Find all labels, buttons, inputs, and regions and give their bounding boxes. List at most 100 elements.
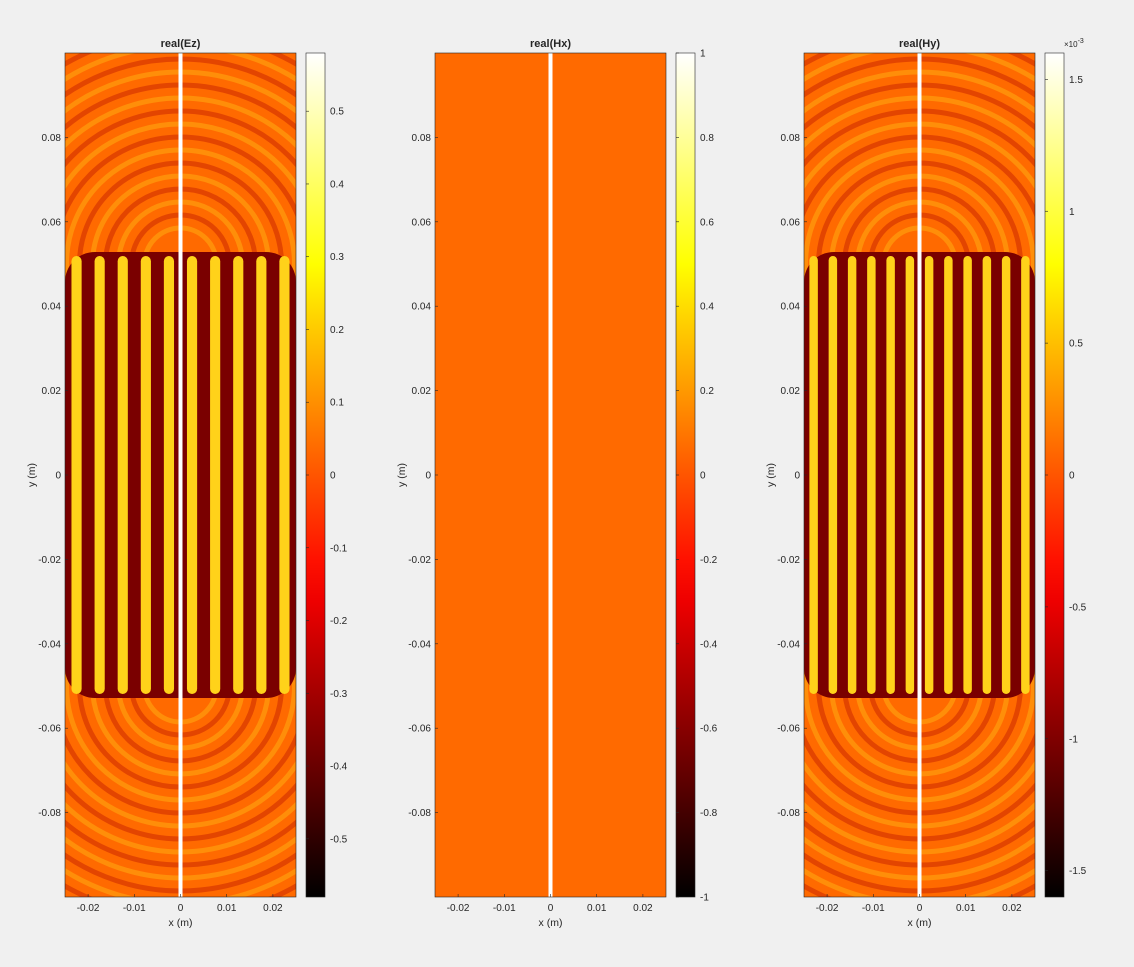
colorbar-exponent-value: -3 — [1078, 38, 1084, 45]
x-tick-label: 0 — [178, 903, 184, 914]
y-tick-label: -0.08 — [777, 808, 800, 819]
wave-band — [117, 256, 128, 694]
colorbar-tick-label: 0.6 — [700, 217, 714, 228]
y-tick-label: -0.02 — [38, 555, 61, 566]
colorbar-tick-label: 0.5 — [1069, 339, 1083, 350]
wave-band — [924, 256, 934, 694]
y-tick-label: 0.06 — [42, 217, 62, 228]
colorbar-tick-label: -0.5 — [1069, 602, 1087, 613]
colorbar-tick-label: 0.8 — [700, 133, 714, 144]
subplot-2: real(Hx) x (m) y (m) -0.02 -0.01 0 0.01 0.02 0.0… — [396, 38, 718, 929]
x-tick-label: 0.01 — [217, 903, 237, 914]
y-tick-label: 0.06 — [781, 217, 801, 228]
y-tick-label: -0.08 — [38, 808, 61, 819]
y-axis-label: y (m) — [765, 463, 777, 487]
wave-band — [1021, 256, 1030, 694]
wave-band — [71, 256, 82, 694]
heatmap-image — [804, 53, 1035, 897]
y-tick-label: 0 — [794, 471, 800, 482]
wave-band — [210, 256, 221, 694]
y-tick-label: 0.08 — [42, 133, 62, 144]
y-tick-label: 0 — [55, 471, 61, 482]
colorbar-tick-label: -1 — [700, 893, 709, 904]
wave-band — [905, 256, 915, 694]
y-tick-label: -0.02 — [777, 555, 800, 566]
y-tick-label: -0.08 — [408, 808, 431, 819]
wave-band — [256, 256, 267, 694]
wave-band — [963, 256, 972, 694]
y-tick-label: 0.08 — [412, 133, 432, 144]
wave-band — [186, 256, 198, 694]
colorbar-tick-label: 0.4 — [700, 302, 714, 313]
x-tick-label: -0.01 — [123, 903, 146, 914]
colorbar-tick-label: -0.6 — [700, 724, 718, 735]
colorbar-tick-label: 0 — [700, 471, 706, 482]
colorbar: 1 0.8 0.6 0.4 0.2 0 -0.2 -0.4 -0.6 -0.8 -1 — [675, 49, 718, 904]
y-tick-label: -0.06 — [777, 724, 800, 735]
x-axis-label: x (m) — [908, 917, 932, 929]
wave-band — [828, 256, 838, 694]
colorbar-tick-label: 0.4 — [330, 179, 344, 190]
x-tick-label: 0.02 — [633, 903, 653, 914]
colorbar-tick-label: 0.1 — [330, 398, 344, 409]
subplot-3: real(Hy) x (m) y (m) -0.02 -0.01 0 0.01 0.02 0.0… — [765, 38, 1087, 929]
colorbar-tick-label: -0.2 — [330, 616, 348, 627]
colorbar-tick-label: -0.3 — [330, 689, 348, 700]
heatmap-image — [435, 53, 666, 897]
colorbar-tick-label: 0 — [330, 471, 336, 482]
x-tick-label: -0.01 — [862, 903, 885, 914]
x-tick-label: 0.02 — [1002, 903, 1022, 914]
y-tick-label: 0.08 — [781, 133, 801, 144]
colorbar-tick-label: 0.5 — [330, 107, 344, 118]
colorbar-tick-label: 1.5 — [1069, 75, 1083, 86]
colorbar-tick-label: -0.1 — [330, 543, 348, 554]
colorbar: 0.5 0.4 0.3 0.2 0.1 0 -0.1 -0.2 -0.3 -0.4 -0.5 — [305, 52, 348, 898]
colorbar-multiplier: ×10 — [1064, 40, 1078, 49]
wave-band — [867, 256, 876, 694]
y-tick-label: -0.06 — [38, 724, 61, 735]
wave-band — [886, 256, 895, 694]
y-axis-label: y (m) — [396, 463, 408, 487]
colorbar-tick-label: 1 — [700, 49, 706, 60]
y-tick-label: 0.02 — [781, 386, 801, 397]
wave-band — [809, 256, 818, 694]
divider-line — [917, 53, 922, 897]
wave-band — [944, 256, 953, 694]
x-tick-label: -0.02 — [447, 903, 470, 914]
x-axis-label: x (m) — [539, 917, 563, 929]
x-tick-label: -0.01 — [493, 903, 516, 914]
wave-band — [233, 256, 244, 694]
x-tick-label: 0 — [548, 903, 554, 914]
colorbar-exponent: ×10-3 — [1064, 38, 1084, 49]
colorbar-tick-label: 0 — [1069, 471, 1075, 482]
colorbar-tick-label: -1 — [1069, 734, 1078, 745]
y-tick-label: -0.04 — [408, 639, 431, 650]
colorbar-tick-label: -1.5 — [1069, 866, 1087, 877]
colorbar-tick-label: -0.8 — [700, 808, 718, 819]
y-tick-label: -0.04 — [38, 639, 61, 650]
wave-band — [140, 256, 151, 694]
y-tick-label: -0.06 — [408, 724, 431, 735]
y-tick-label: 0 — [425, 471, 431, 482]
y-tick-label: 0.06 — [412, 217, 432, 228]
colorbar-tick-label: 0.2 — [330, 325, 344, 336]
y-tick-label: -0.04 — [777, 639, 800, 650]
y-tick-label: -0.02 — [408, 555, 431, 566]
plot-title: real(Hy) — [899, 38, 940, 50]
colorbar-tick-label: 0.2 — [700, 386, 714, 397]
colorbar-tick-label: 1 — [1069, 207, 1075, 218]
wave-band — [279, 256, 290, 694]
divider-line — [178, 53, 183, 897]
wave-band — [163, 256, 175, 694]
wave-band — [1001, 256, 1011, 694]
y-tick-label: 0.02 — [412, 386, 432, 397]
y-tick-label: 0.04 — [781, 302, 801, 313]
wave-band — [94, 256, 105, 694]
subplot-1: real(Ez) x (m) y (m) -0.02 -0.01 0 0.01 0.02 0.0… — [26, 38, 348, 929]
plot-title: real(Hx) — [530, 38, 571, 50]
x-tick-label: 0.01 — [587, 903, 607, 914]
colorbar-tick-label: -0.2 — [700, 555, 718, 566]
y-axis-label: y (m) — [26, 463, 38, 487]
wave-band — [982, 256, 992, 694]
